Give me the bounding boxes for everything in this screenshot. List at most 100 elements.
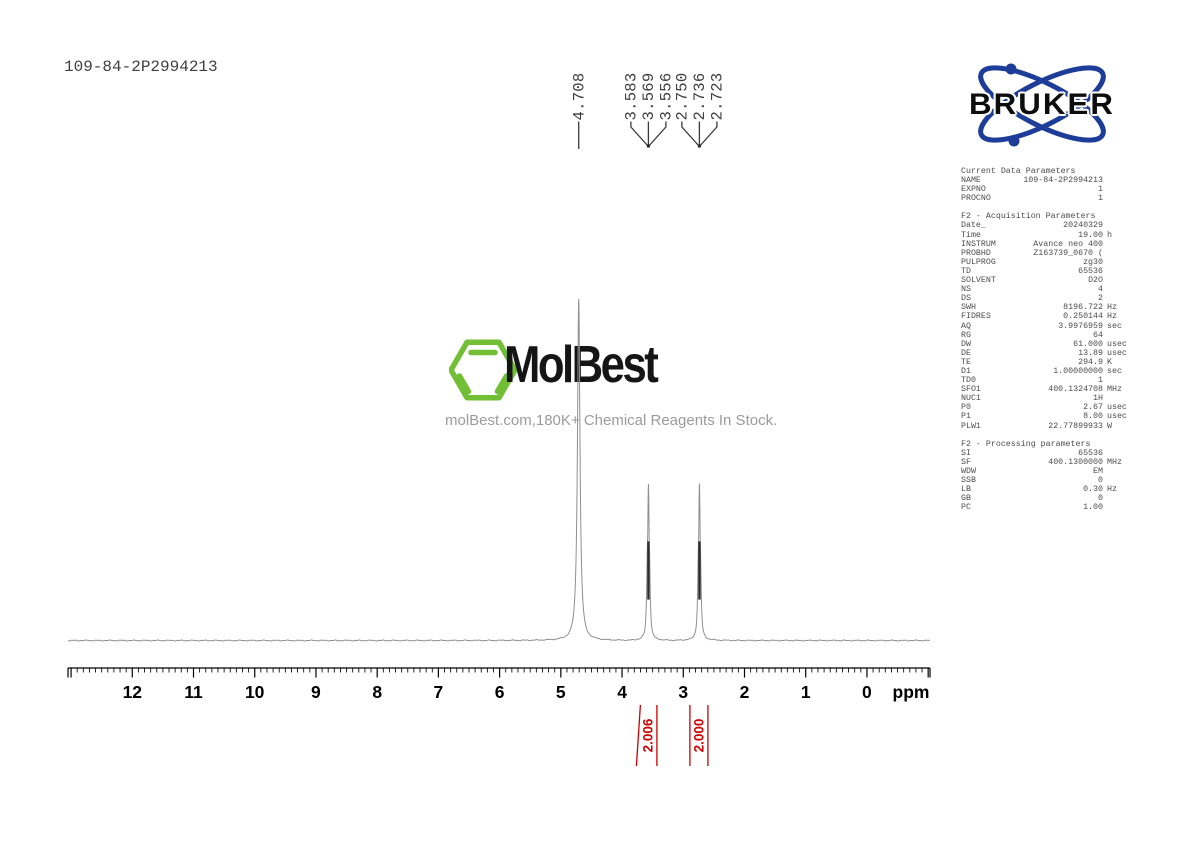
peak-shift-label: 3.569 xyxy=(640,72,658,120)
param-name: P1 xyxy=(961,412,971,422)
param-name: DE xyxy=(961,348,971,358)
param-row: D1 1.00000000 sec xyxy=(961,367,1129,376)
param-value: Z163739_0670 ( xyxy=(1033,248,1103,258)
param-name: PC xyxy=(961,503,971,513)
param-value: 294.9 xyxy=(1078,357,1103,367)
param-unit: sec xyxy=(1107,366,1122,376)
param-row: PC 1.00 xyxy=(961,503,1129,512)
peak-pointer-apex xyxy=(697,144,701,148)
bruker-logo-text: BRUKER xyxy=(969,88,1115,121)
param-row: Date_ 20240329 xyxy=(961,221,1129,230)
param-unit xyxy=(1103,376,1129,385)
param-name: D1 xyxy=(961,366,971,376)
axis-tick-label: 3 xyxy=(678,682,688,702)
axis-tick-label: 12 xyxy=(123,682,143,702)
param-value: 0 xyxy=(1098,494,1103,504)
peak-pointer-line xyxy=(630,121,649,147)
axis-tick-label: 0 xyxy=(862,682,872,702)
orbit-node-top xyxy=(1005,63,1017,75)
param-unit xyxy=(1103,294,1129,303)
param-name: Time xyxy=(961,230,981,240)
axis-tick-label: 10 xyxy=(245,682,265,702)
param-row: TD 65536 xyxy=(961,267,1129,276)
axis-tick-label: 11 xyxy=(184,682,203,702)
param-unit: h xyxy=(1107,230,1112,240)
integral-value: 2.000 xyxy=(692,719,707,753)
param-row: DE 13.89 usec xyxy=(961,349,1129,358)
param-name: DW xyxy=(961,339,971,349)
param-value: 61.000 xyxy=(1073,339,1103,349)
param-row: DW 61.000 usec xyxy=(961,340,1129,349)
param-name: INSTRUM xyxy=(961,239,996,249)
param-unit: Hz xyxy=(1107,312,1117,322)
param-value: 3.9976959 xyxy=(1058,321,1103,331)
param-name: PLW1 xyxy=(961,421,981,431)
param-row: P0 2.67 usec xyxy=(961,403,1129,412)
param-section-title: F2 - Processing parameters xyxy=(961,439,1091,449)
param-value: 1 xyxy=(1098,376,1103,386)
param-row: FIDRES 0.250144 Hz xyxy=(961,312,1129,321)
param-unit: usec xyxy=(1107,339,1127,349)
param-name: DS xyxy=(961,294,971,304)
param-value: 1.00000000 xyxy=(1053,366,1103,376)
parameters-panel: Current Data Parameters NAME 109-84-2P2994… xyxy=(961,167,1129,521)
axis-tick-label: 4 xyxy=(617,682,627,702)
param-name: FIDRES xyxy=(961,312,991,322)
param-value: 64 xyxy=(1093,330,1103,340)
peak-shift-label: 3.556 xyxy=(658,72,676,120)
param-value: 0 xyxy=(1098,476,1103,485)
peak-shift-label: 2.736 xyxy=(691,72,709,120)
param-value: 2 xyxy=(1098,294,1103,304)
param-row: TE 294.9 K xyxy=(961,358,1129,367)
peak-shift-label: 4.708 xyxy=(571,72,589,120)
peak-pointer-line xyxy=(681,121,700,147)
param-value: 1 xyxy=(1098,194,1103,204)
param-row: PLW1 22.77899933 W xyxy=(961,422,1129,431)
integral-bracket-left xyxy=(635,704,642,767)
param-name: PROCNO xyxy=(961,194,991,204)
param-name: SSB xyxy=(961,476,976,485)
param-value: 400.1300000 xyxy=(1048,457,1103,467)
param-value: 8.00 xyxy=(1083,412,1103,422)
param-name: SWH xyxy=(961,303,976,313)
param-row: RG 64 xyxy=(961,331,1129,340)
param-name: TD xyxy=(961,266,971,276)
param-row: SFO1 400.1324708 MHz xyxy=(961,385,1129,394)
param-unit: MHz xyxy=(1107,385,1122,395)
param-row: NUC1 1H xyxy=(961,394,1129,403)
param-name: WDW xyxy=(961,466,976,476)
param-value: 19.00 xyxy=(1078,230,1103,240)
peak-pointer-apex xyxy=(646,144,650,148)
param-unit xyxy=(1103,494,1129,503)
param-value: 4 xyxy=(1098,285,1103,295)
param-unit: Hz xyxy=(1107,303,1117,313)
peak-shift-label: 2.750 xyxy=(674,72,692,120)
molbest-logo-text: MolBest xyxy=(504,336,659,394)
param-value: 1.00 xyxy=(1083,503,1103,513)
axis-tick-label: 2 xyxy=(740,682,750,702)
param-unit: usec xyxy=(1107,412,1127,422)
axis-tick-label: 9 xyxy=(311,682,321,702)
param-value: 22.77899933 xyxy=(1048,421,1103,431)
param-name: PULPROG xyxy=(961,257,996,267)
param-section-title: F2 - Acquisition Parameters xyxy=(961,212,1096,222)
param-value: 400.1324708 xyxy=(1048,385,1103,395)
param-row: P1 8.00 usec xyxy=(961,412,1129,421)
axis-tick-label: 7 xyxy=(434,682,444,702)
integral-value: 2.006 xyxy=(641,718,656,752)
param-unit xyxy=(1103,267,1129,276)
param-value: EM xyxy=(1093,466,1103,476)
axis-tick-label: 5 xyxy=(556,682,566,702)
param-unit xyxy=(1103,176,1129,185)
param-name: NS xyxy=(961,285,971,295)
param-unit: sec xyxy=(1107,321,1122,331)
param-section: F2 - Processing parameters SI 65536 SF 400.1… xyxy=(961,440,1129,513)
peak-pointer-line xyxy=(647,121,667,147)
param-value: 109-84-2P2994213 xyxy=(1023,176,1103,186)
param-name: SOLVENT xyxy=(961,276,996,286)
param-unit xyxy=(1103,240,1129,249)
param-name: NUC1 xyxy=(961,394,981,404)
molbest-watermark: MolBest xyxy=(449,336,749,409)
